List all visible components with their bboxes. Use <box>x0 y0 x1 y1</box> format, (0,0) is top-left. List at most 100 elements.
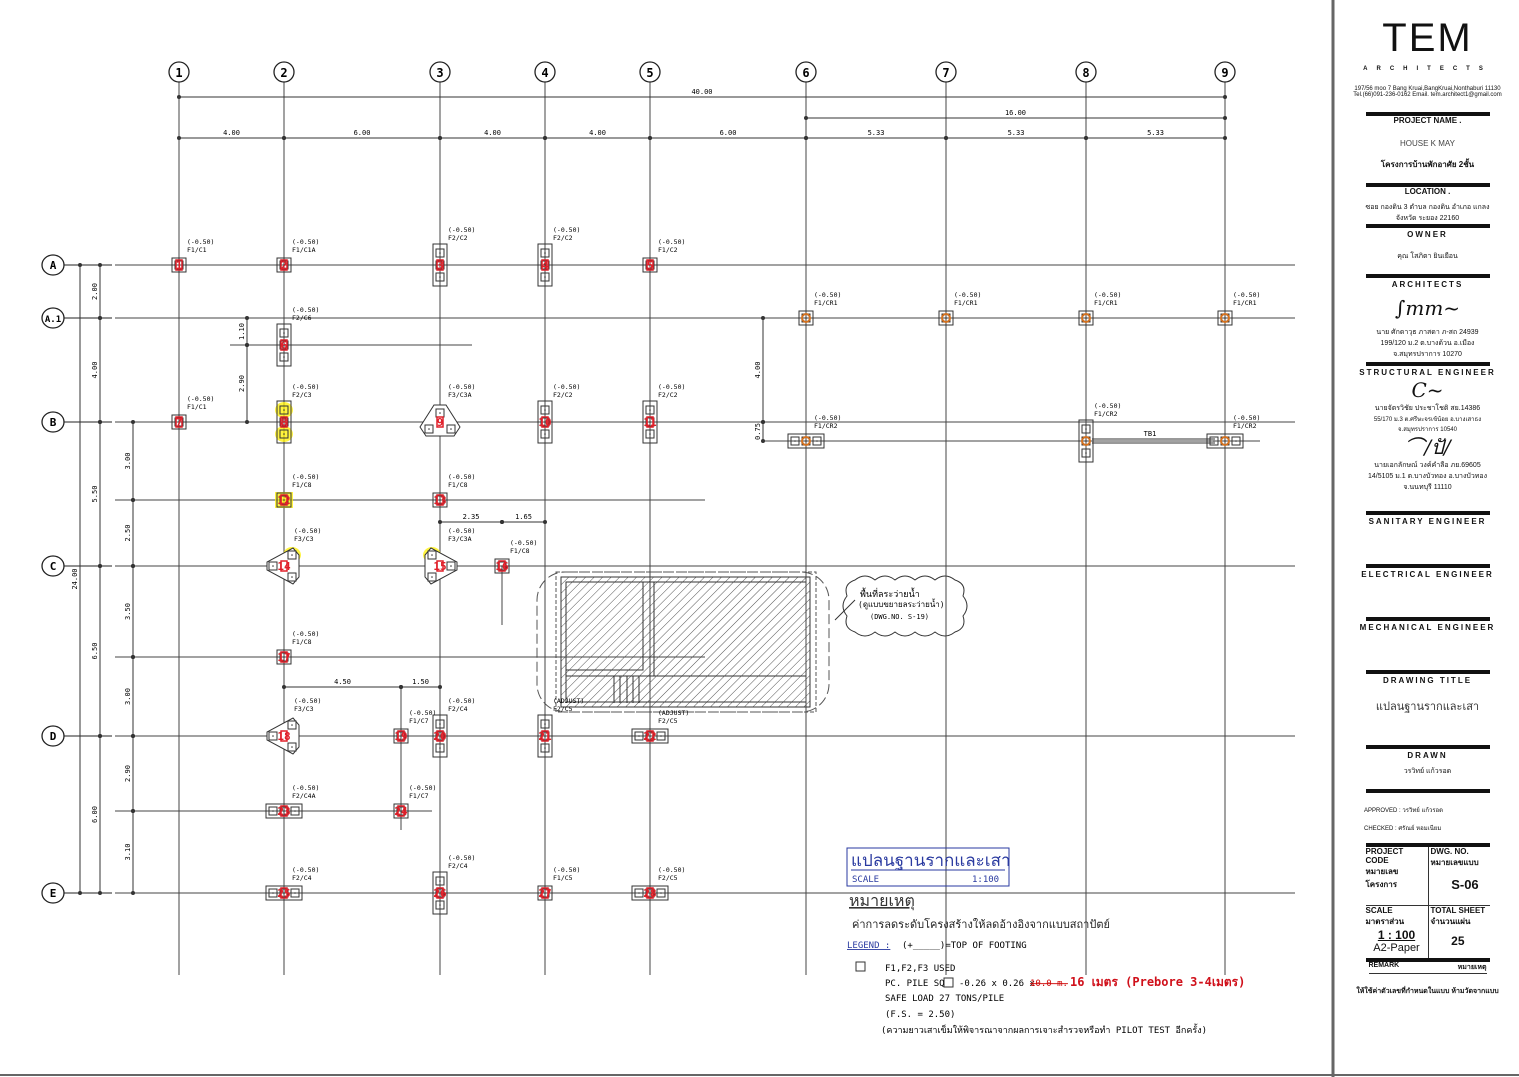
project-code-label: PROJECT CODE <box>1365 847 1404 865</box>
dimension-tick <box>282 685 286 689</box>
footing-outline <box>393 803 409 819</box>
pile-icon <box>268 888 278 898</box>
column-icon <box>280 560 288 572</box>
footing-number: 2 <box>281 259 288 272</box>
pile-icon <box>279 806 289 816</box>
grid-bubble-column <box>429 61 451 83</box>
notes-used: F1,F2,F3 USED <box>885 964 955 974</box>
location-line2: จังหวัด ระยอง 22160 <box>1395 215 1460 222</box>
scale-value: 1 : 100 <box>1377 928 1416 942</box>
column-icon <box>436 887 444 899</box>
pile-dot <box>544 747 546 749</box>
footing-outline <box>432 714 448 758</box>
drawn-label: DRAWN <box>1407 751 1448 760</box>
dimension-tick <box>131 498 135 502</box>
dimension-tick <box>438 520 442 524</box>
footing-outline <box>537 400 553 444</box>
pile-icon <box>497 561 507 571</box>
footing-number: 12 <box>277 494 290 507</box>
column-icon <box>397 805 405 817</box>
footing-level: (-0.50) <box>553 866 580 874</box>
pile-dot <box>1085 317 1087 319</box>
column-icon <box>646 259 654 271</box>
mechanical-engineer-label: MECHANICAL ENGINEER <box>1359 623 1496 632</box>
grid-label-column: 4 <box>541 66 548 80</box>
pile-icon <box>396 806 406 816</box>
pile-icon <box>540 260 550 270</box>
pile-icon <box>287 572 297 582</box>
column-icon <box>280 730 288 742</box>
dimension-label: 1.65 <box>515 513 532 521</box>
pile-dot <box>439 264 441 266</box>
dimension-tick <box>177 95 181 99</box>
column-icon <box>280 887 288 899</box>
footing-number: 23 <box>277 805 290 818</box>
pile-dot <box>431 554 433 556</box>
footing-number: 16 <box>495 560 509 573</box>
dimension-tick <box>245 343 249 347</box>
owner-name: คุณ โสภิตา ยินเยือน <box>1397 253 1458 260</box>
footing-type: F1/CR2 <box>814 422 838 430</box>
plan-scale: 1:100 <box>972 875 999 885</box>
remark-row: REMARK หมายเหตุ <box>1368 962 1487 974</box>
pile-dot <box>649 735 651 737</box>
footing-level: (-0.50) <box>448 697 475 705</box>
dimension-tick <box>98 263 102 267</box>
footing-type: F2/C4 <box>292 874 312 882</box>
pile-dot <box>291 576 293 578</box>
notes-fs: (F.S. = 2.50) <box>885 1010 955 1020</box>
logo-subtitle: ARCHITECTS <box>1363 66 1492 72</box>
footing-type: F3/C3 <box>294 705 314 713</box>
dimension-tick <box>761 439 765 443</box>
dimension-label: 6.00 <box>91 806 99 823</box>
footing-number: 14 <box>277 560 291 573</box>
dimension-label: 2.90 <box>238 375 246 392</box>
pile-icon <box>396 731 406 741</box>
footing-number: 3 <box>437 259 444 272</box>
dimension-label: 2.50 <box>124 525 132 542</box>
pile-icon <box>435 731 445 741</box>
footing-number: 1 <box>176 259 183 272</box>
architects-label: ARCHITECTS <box>1391 280 1464 289</box>
pile-dot <box>501 565 503 567</box>
dimension-tick <box>761 316 765 320</box>
approved-by: วรวิทย์ แก้วรอด <box>1402 808 1444 814</box>
grid-bubble-column <box>1214 61 1236 83</box>
pile-dot <box>283 332 285 334</box>
pile-icon <box>645 888 655 898</box>
approved-label: APPROVED <box>1364 808 1398 814</box>
dwg-no-cell: DWG. NO. หมายเลขแบบ S-06 <box>1429 847 1479 905</box>
structural-engineer-signature-2: ⌒/ปั/ <box>1404 435 1451 459</box>
pile-dot <box>945 317 947 319</box>
pile-dot <box>660 892 662 894</box>
swimming-pool-area <box>536 571 830 713</box>
pile-icon <box>427 572 437 582</box>
pile-dot <box>439 735 441 737</box>
pile-dot <box>544 892 546 894</box>
grid-label-column: 5 <box>646 66 653 80</box>
pile-dot <box>439 499 441 501</box>
footing-level: (-0.50) <box>553 226 580 234</box>
footing-level: (-0.50) <box>294 697 321 705</box>
footing-type: F2/C4 <box>448 705 468 713</box>
grid-label-column: 1 <box>175 66 182 80</box>
se1-address1: 55/170 ม.3 ต.ศรีษะจรเข้น้อย อ.บางเสาธง <box>1373 417 1482 423</box>
dimension-tick <box>1223 95 1227 99</box>
dimension-tick <box>438 136 442 140</box>
dimension-tick <box>1223 116 1227 120</box>
footing-level: (-0.50) <box>448 527 475 535</box>
dimension-tick <box>500 520 504 524</box>
footing-level: (-0.50) <box>658 866 685 874</box>
pile-dot <box>291 554 293 556</box>
footing-type: F1/C5 <box>553 874 573 882</box>
pile-dot <box>544 421 546 423</box>
total-sheet-cell: TOTAL SHEET จำนวนแผ่น 25 <box>1429 906 1486 958</box>
dimension-label: 4.00 <box>484 129 501 137</box>
electrical-engineer-label: ELECTRICAL ENGINEER <box>1361 570 1494 579</box>
footing-outline <box>432 492 448 508</box>
grid-label-row: A.1 <box>45 315 61 325</box>
column-icon <box>280 494 288 506</box>
dimension-tick <box>282 136 286 140</box>
column-cr-icon <box>1081 436 1091 446</box>
location-line1: ซอย กองดิน 3 ตำบล กองดิน อำเภอ แกลง <box>1365 204 1490 211</box>
